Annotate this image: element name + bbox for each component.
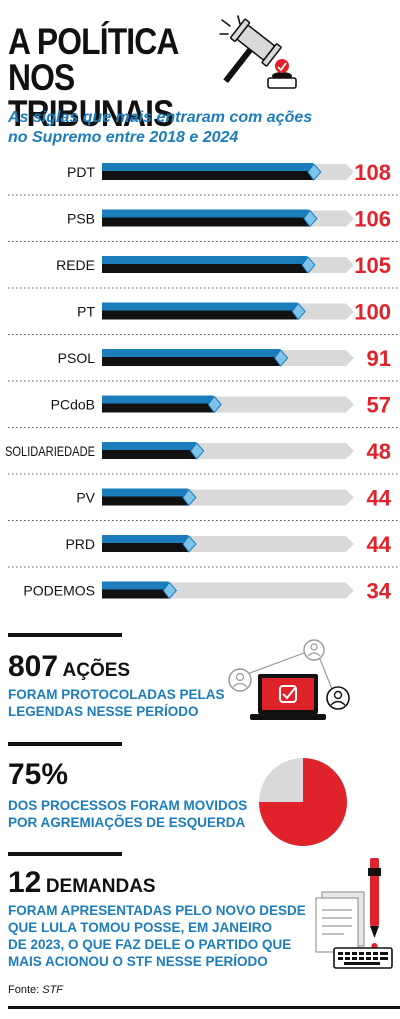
bar-tip <box>303 209 318 228</box>
value-label: 44 <box>367 486 392 511</box>
stat-percent-text: DOS PROCESSOS FORAM MOVIDOS POR AGREMIAÇ… <box>8 797 247 831</box>
bar-row-rede: REDE 105 <box>8 253 400 289</box>
bar-blue <box>102 395 217 404</box>
source-note: Fonte: STF <box>8 984 63 996</box>
category-label: PODEMOS <box>23 583 95 599</box>
category-label: PSB <box>67 211 95 227</box>
value-label: 57 <box>367 393 391 418</box>
pie-slice-75 <box>259 758 347 846</box>
stat-acoes-text: FORAM PROTOCOLADAS PELAS LEGENDAS NESSE … <box>8 686 225 720</box>
gavel-icon <box>219 15 297 89</box>
document-pen-keyboard-icon <box>315 858 393 969</box>
bar-row-pdt: PDT 108 <box>8 160 400 196</box>
bar-blue <box>102 163 316 171</box>
category-label: PSOL <box>58 350 96 366</box>
stat-demandas-text: FORAM APRESENTADAS PELO NOVO DESDE QUE L… <box>8 902 306 970</box>
source-label: Fonte: <box>8 984 40 996</box>
stat-percent-line-2: POR AGREMIAÇÕES DE ESQUERDA <box>8 815 246 830</box>
stat-acoes-line-2: LEGENDAS NESSE PERÍODO <box>8 704 199 719</box>
bar-blue <box>102 581 172 590</box>
value-label: 44 <box>367 532 392 557</box>
value-label: 108 <box>354 160 391 185</box>
bar-blue <box>102 349 283 357</box>
bar-dark <box>102 543 191 552</box>
value-label: 91 <box>367 346 391 371</box>
bar-tip <box>207 395 222 414</box>
category-label: PV <box>76 490 95 506</box>
category-label: PDT <box>67 164 95 180</box>
section-rule <box>8 633 122 637</box>
bar-dark <box>102 217 312 227</box>
bar-tip <box>182 535 197 553</box>
source-value: STF <box>42 984 64 996</box>
value-label: 34 <box>367 579 392 604</box>
value-label: 105 <box>354 253 391 278</box>
bar-dark <box>102 310 301 320</box>
bar-row-pt: PT 100 <box>8 300 400 335</box>
value-label: 106 <box>354 207 391 232</box>
bar-dark <box>102 403 217 413</box>
bar-tip <box>182 488 197 507</box>
stat-percent-line-1: DOS PROCESSOS FORAM MOVIDOS <box>8 798 248 813</box>
section-rule <box>8 852 122 856</box>
stat-demandas-word: DEMANDAS <box>45 876 156 897</box>
category-label: PCdoB <box>51 397 95 413</box>
bar-blue <box>102 442 199 450</box>
bar-dark <box>102 264 310 273</box>
bar-blue <box>102 209 312 218</box>
section-rule <box>8 742 122 746</box>
bar-tip <box>291 302 306 321</box>
subtitle-line-1: As siglas que mais entraram com ações <box>8 109 313 126</box>
bar-chart: PDT 108 PSB 106 REDE 105 PT 100 PSOL 91 PCdoB 57 SOL… <box>5 160 400 604</box>
bar-dark <box>102 357 283 366</box>
bar-blue <box>102 535 191 543</box>
stat-demandas-line-3: DE 2023, O QUE FAZ DELE O PARTIDO QUE <box>8 937 292 952</box>
stat-demandas-line-1: FORAM APRESENTADAS PELO NOVO DESDE <box>8 903 306 918</box>
stat-acoes-number: 807 <box>8 650 59 683</box>
bar-row-psol: PSOL 91 <box>8 346 400 382</box>
stat-demandas-number: 12 <box>8 866 42 899</box>
bar-tip <box>274 349 289 367</box>
bar-row-psb: PSB 106 <box>8 207 400 242</box>
bar-row-podemos: PODEMOS 34 <box>23 579 391 604</box>
bar-blue <box>102 256 310 264</box>
bar-blue <box>102 488 191 497</box>
page-title: A POLÍTICA NOS TRIBUNAIS <box>8 21 197 134</box>
subtitle-line-2: no Supremo entre 2018 e 2024 <box>8 129 239 146</box>
bar-dark <box>102 589 172 599</box>
bar-tip <box>301 256 316 274</box>
bar-tip <box>190 442 205 460</box>
stat-percent-number: 75% <box>8 758 69 791</box>
stat-acoes-word: AÇÕES <box>62 660 131 681</box>
bar-tip <box>162 581 178 600</box>
category-label: SOLIDARIEDADE <box>5 443 95 459</box>
bar-row-solidariedade: SOLIDARIEDADE 48 <box>5 439 400 475</box>
pie-icon <box>259 758 347 846</box>
bar-row-pv: PV 44 <box>8 486 400 521</box>
bar-dark <box>102 450 199 459</box>
category-label: PT <box>77 304 95 320</box>
bar-row-prd: PRD 44 <box>8 532 400 568</box>
stat-acoes-line-1: FORAM PROTOCOLADAS PELAS <box>8 687 225 702</box>
bar-dark <box>102 171 316 180</box>
value-label: 100 <box>354 300 391 325</box>
stat-percent-headline: 75% <box>8 758 68 792</box>
category-label: REDE <box>56 257 95 273</box>
stat-acoes-headline: 807 AÇÕES <box>8 650 130 684</box>
bar-tip <box>307 163 322 181</box>
value-label: 48 <box>367 439 391 464</box>
laptop-check-icon <box>228 639 350 720</box>
chart-subtitle: As siglas que mais entraram com ações no… <box>8 108 388 148</box>
stat-demandas-headline: 12 DEMANDAS <box>8 866 156 900</box>
stat-demandas-line-2: QUE LULA TOMOU POSSE, EM JANEIRO <box>8 920 273 935</box>
bar-blue <box>102 302 301 311</box>
bar-row-pcdob: PCdoB 57 <box>8 393 400 428</box>
title-line-1: A POLÍTICA <box>8 21 179 62</box>
bar-dark <box>102 496 191 506</box>
stat-demandas-line-4: MAIS ACIONOU O STF NESSE PERÍODO <box>8 954 268 969</box>
category-label: PRD <box>65 536 95 552</box>
bottom-rule <box>8 1006 400 1009</box>
title-line-2: NOS TRIBUNAIS <box>8 57 174 134</box>
